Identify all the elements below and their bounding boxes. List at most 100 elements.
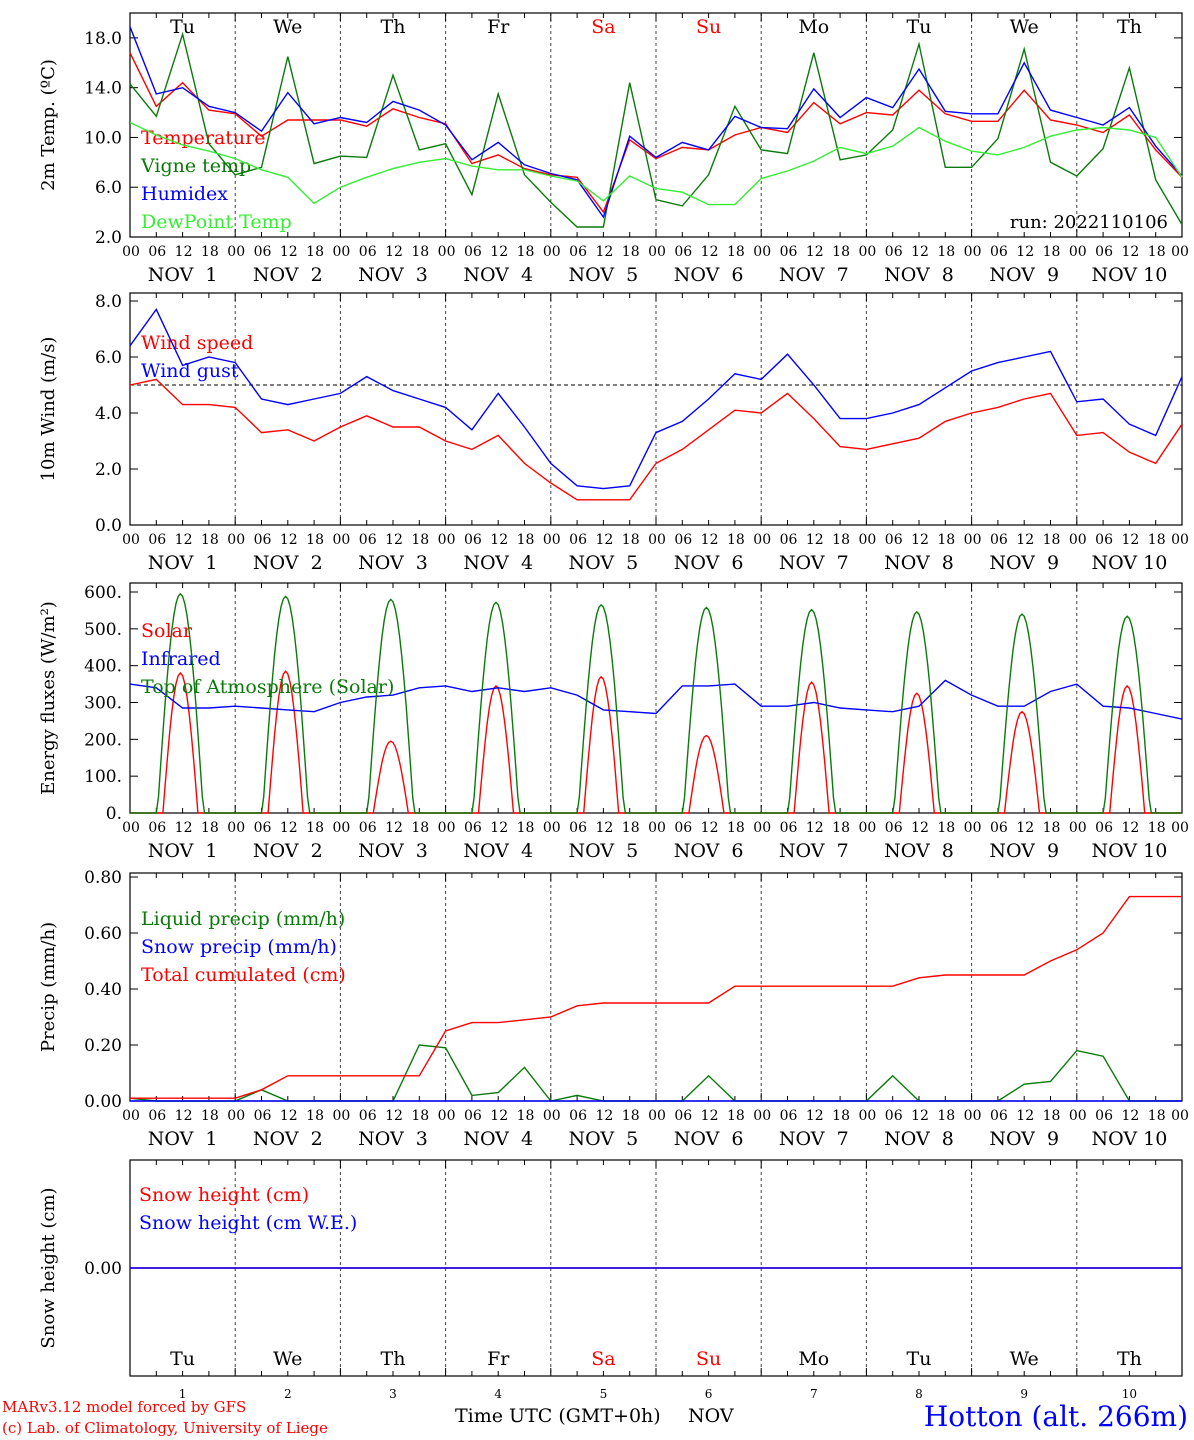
weekday-label: We	[273, 1348, 302, 1370]
panel-snow: 0.00 Snow height (cm) Snow height (cm) Snow…	[38, 1159, 1183, 1401]
hour-label: 12	[1016, 532, 1034, 548]
hour-label: 00	[964, 532, 982, 548]
y-tick-label: 8.0	[95, 292, 122, 312]
hour-label: 18	[727, 244, 745, 260]
hour-label: 12	[1121, 532, 1139, 548]
hour-label: 18	[411, 244, 429, 260]
date-label: NOV 8	[884, 264, 954, 286]
y-tick-label: 14.0	[84, 79, 122, 99]
y-axis-label: Energy fluxes (W/m²)	[38, 601, 59, 795]
hour-label: 06	[885, 1108, 903, 1124]
hour-label: 06	[148, 820, 166, 836]
hour-label: 00	[543, 244, 561, 260]
date-label: NOV 7	[779, 264, 849, 286]
hour-label: 18	[727, 532, 745, 548]
hour-label: 18	[411, 1108, 429, 1124]
hour-label: 18	[1148, 820, 1166, 836]
hour-label: 00	[648, 820, 666, 836]
hour-label: 06	[674, 244, 692, 260]
panel-precip: 0.80 0.60 0.40 0.20 0.00 Precip (mm/h) Liquid …	[38, 868, 1189, 1150]
hour-label: 00	[1171, 820, 1189, 836]
y-tick-label: 4.0	[95, 404, 122, 424]
y-tick-label: 6.0	[95, 348, 122, 368]
day-number: 9	[1020, 1387, 1028, 1401]
date-label: NOV 10	[1091, 264, 1167, 286]
legend-entry: Snow height (cm W.E.)	[139, 1212, 357, 1234]
legend-entry: Snow height (cm)	[139, 1184, 309, 1206]
hour-label: 06	[254, 532, 272, 548]
hour-label: 00	[122, 820, 140, 836]
hour-label: 12	[1016, 820, 1034, 836]
hour-label: 00	[1069, 1108, 1087, 1124]
legend-entry: Infrared	[141, 648, 221, 670]
hour-label: 06	[569, 1108, 587, 1124]
hour-label: 18	[517, 532, 535, 548]
weekday-label: Tu	[907, 16, 932, 38]
y-tick-label: 400.	[84, 657, 122, 677]
date-label: NOV 9	[989, 264, 1059, 286]
day-number: 4	[494, 1387, 502, 1401]
hour-label: 00	[964, 1108, 982, 1124]
y-axis-label: 2m Temp. (ºC)	[38, 59, 59, 191]
hour-label: 12	[595, 820, 613, 836]
hour-label: 18	[306, 820, 324, 836]
hour-label: 12	[175, 820, 193, 836]
date-label: NOV 4	[463, 840, 533, 862]
hour-label: 18	[411, 532, 429, 548]
date-label: NOV 10	[1091, 552, 1167, 574]
date-label: NOV 2	[253, 552, 323, 574]
hour-label: 06	[569, 244, 587, 260]
hour-label: 06	[780, 820, 798, 836]
y-axis-label: 10m Wind (m/s)	[38, 337, 59, 482]
hour-label: 18	[1148, 532, 1166, 548]
hour-label: 18	[1148, 1108, 1166, 1124]
y-axis-label: Precip (mm/h)	[38, 922, 59, 1052]
hour-label: 18	[937, 1108, 955, 1124]
date-label: NOV 1	[148, 840, 218, 862]
hour-label: 06	[254, 244, 272, 260]
hour-label: 18	[832, 1108, 850, 1124]
hour-label: 06	[1095, 532, 1113, 548]
hour-label: 18	[201, 820, 219, 836]
legend-entry: Total cumulated (cm)	[141, 964, 346, 986]
date-label: NOV 4	[463, 552, 533, 574]
weekday-label: We	[1010, 1348, 1039, 1370]
date-label: NOV 5	[569, 264, 639, 286]
weekday-label: Fr	[487, 1348, 510, 1370]
hour-label: 12	[806, 820, 824, 836]
hour-label: 18	[201, 1108, 219, 1124]
hour-label: 18	[622, 244, 640, 260]
hour-label: 12	[1016, 244, 1034, 260]
day-number: 7	[810, 1387, 818, 1401]
hour-label: 06	[148, 244, 166, 260]
date-label: NOV 5	[569, 1128, 639, 1150]
hour-label: 06	[464, 820, 482, 836]
hour-label: 18	[1043, 532, 1061, 548]
panel-temperature: 18.0 14.0 10.0 6.0 2.0 2m Temp. (ºC) Temperatu…	[38, 12, 1189, 286]
hour-label: 18	[306, 532, 324, 548]
legend-entry: Humidex	[141, 183, 228, 205]
hour-label: 12	[490, 1108, 508, 1124]
date-label: NOV 3	[358, 1128, 428, 1150]
hour-label: 00	[753, 1108, 771, 1124]
hour-label: 00	[122, 1108, 140, 1124]
hour-label: 18	[306, 244, 324, 260]
hour-label: 12	[175, 532, 193, 548]
hour-label: 00	[964, 244, 982, 260]
hour-label: 00	[858, 1108, 876, 1124]
hour-label: 00	[648, 532, 666, 548]
hour-label: 00	[1069, 244, 1087, 260]
date-label: NOV 7	[779, 552, 849, 574]
hour-label: 12	[490, 532, 508, 548]
panel-energy: 600. 500. 400. 300. 200. 100. 0. Energy fluxes …	[38, 582, 1189, 862]
hour-label: 12	[280, 1108, 298, 1124]
date-label: NOV 9	[989, 1128, 1059, 1150]
date-label: NOV 7	[779, 1128, 849, 1150]
hour-label: 12	[701, 244, 719, 260]
hour-label: 06	[359, 244, 377, 260]
hour-label: 18	[306, 1108, 324, 1124]
date-label: NOV 5	[569, 840, 639, 862]
day-number: 2	[284, 1387, 292, 1401]
hour-label: 18	[1043, 820, 1061, 836]
hour-label: 00	[227, 820, 245, 836]
